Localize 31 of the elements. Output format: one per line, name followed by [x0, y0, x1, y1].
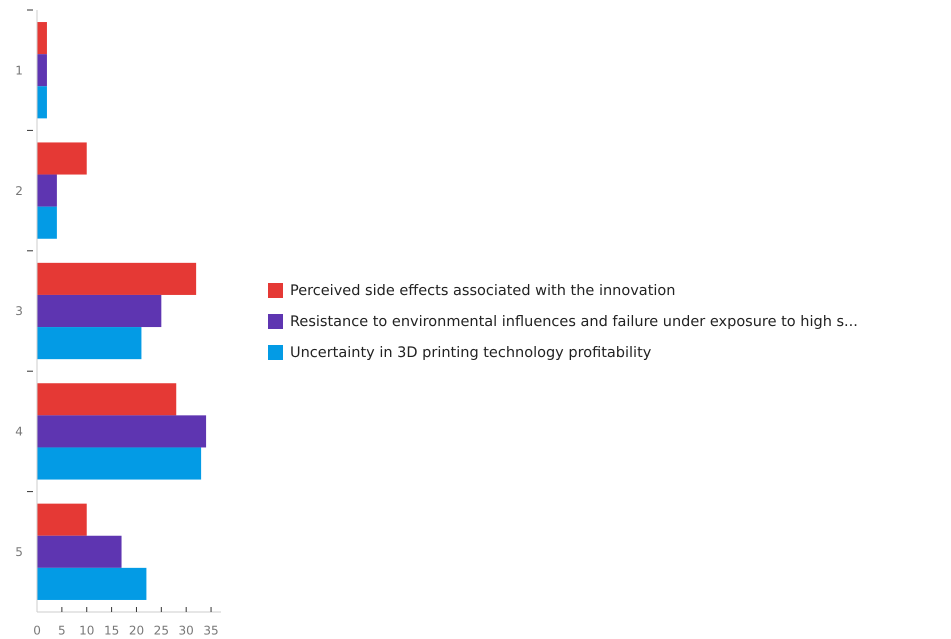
y-tick-label: 3 — [15, 304, 23, 318]
x-tick-label: 0 — [33, 623, 41, 638]
x-tick-label: 10 — [79, 623, 94, 638]
bar — [37, 568, 146, 600]
bar — [37, 294, 162, 328]
x-tick-label: 25 — [154, 623, 169, 638]
x-tick-label: 35 — [203, 623, 219, 638]
bar — [37, 415, 206, 448]
x-tick-label: 15 — [104, 623, 120, 638]
bar — [37, 22, 47, 54]
legend-label: Uncertainty in 3D printing technology profitability — [290, 345, 652, 362]
x-tick-label: 20 — [128, 623, 144, 638]
y-tick-label: 1 — [15, 63, 23, 78]
y-tick-label: 2 — [15, 184, 23, 198]
bar — [37, 206, 57, 239]
bar — [37, 86, 47, 118]
bar — [37, 536, 122, 568]
bar — [37, 327, 142, 360]
x-tick-label: 5 — [58, 623, 66, 638]
legend-label: Perceived side effects associated with the innovation — [290, 283, 676, 300]
bar — [37, 262, 196, 295]
bar — [37, 142, 87, 175]
bar — [37, 174, 57, 207]
legend-label: Resistance to environmental influences and failure under exposure to high s... — [290, 314, 858, 330]
bar — [37, 54, 47, 86]
x-tick-label: 30 — [178, 623, 194, 638]
bar — [37, 383, 176, 416]
y-tick-label: 5 — [15, 545, 23, 559]
y-tick-label: 4 — [15, 424, 23, 439]
bar — [37, 504, 87, 536]
bar — [37, 447, 202, 480]
